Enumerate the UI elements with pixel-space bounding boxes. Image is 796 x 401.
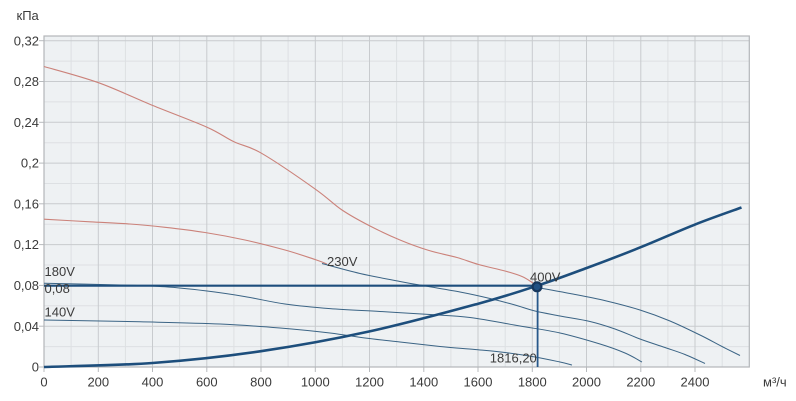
- svg-text:2200: 2200: [626, 375, 655, 390]
- svg-text:140V: 140V: [45, 305, 76, 320]
- svg-text:0,12: 0,12: [14, 237, 39, 252]
- svg-text:2400: 2400: [681, 375, 710, 390]
- svg-text:200: 200: [87, 375, 109, 390]
- svg-text:800: 800: [250, 375, 272, 390]
- svg-text:1000: 1000: [301, 375, 330, 390]
- svg-text:1800: 1800: [518, 375, 547, 390]
- svg-text:1600: 1600: [464, 375, 493, 390]
- svg-text:1816,20: 1816,20: [490, 351, 537, 366]
- svg-text:0: 0: [40, 375, 47, 390]
- svg-text:0: 0: [32, 360, 39, 375]
- svg-text:400: 400: [142, 375, 164, 390]
- svg-text:0,04: 0,04: [14, 319, 39, 334]
- svg-text:0,08: 0,08: [45, 281, 70, 296]
- svg-text:0,28: 0,28: [14, 74, 39, 89]
- svg-text:180V: 180V: [45, 264, 76, 279]
- svg-text:400V: 400V: [530, 270, 561, 285]
- svg-text:0,24: 0,24: [14, 115, 39, 130]
- svg-text:2000: 2000: [572, 375, 601, 390]
- svg-text:1200: 1200: [355, 375, 384, 390]
- svg-text:0,16: 0,16: [14, 196, 39, 211]
- svg-text:600: 600: [196, 375, 218, 390]
- svg-text:м³/ч: м³/ч: [763, 375, 787, 390]
- svg-text:1400: 1400: [409, 375, 438, 390]
- svg-text:0,32: 0,32: [14, 33, 39, 48]
- svg-text:кПа: кПа: [17, 8, 40, 23]
- svg-text:0,08: 0,08: [14, 278, 39, 293]
- svg-text:230V: 230V: [327, 254, 358, 269]
- svg-text:0,2: 0,2: [21, 156, 39, 171]
